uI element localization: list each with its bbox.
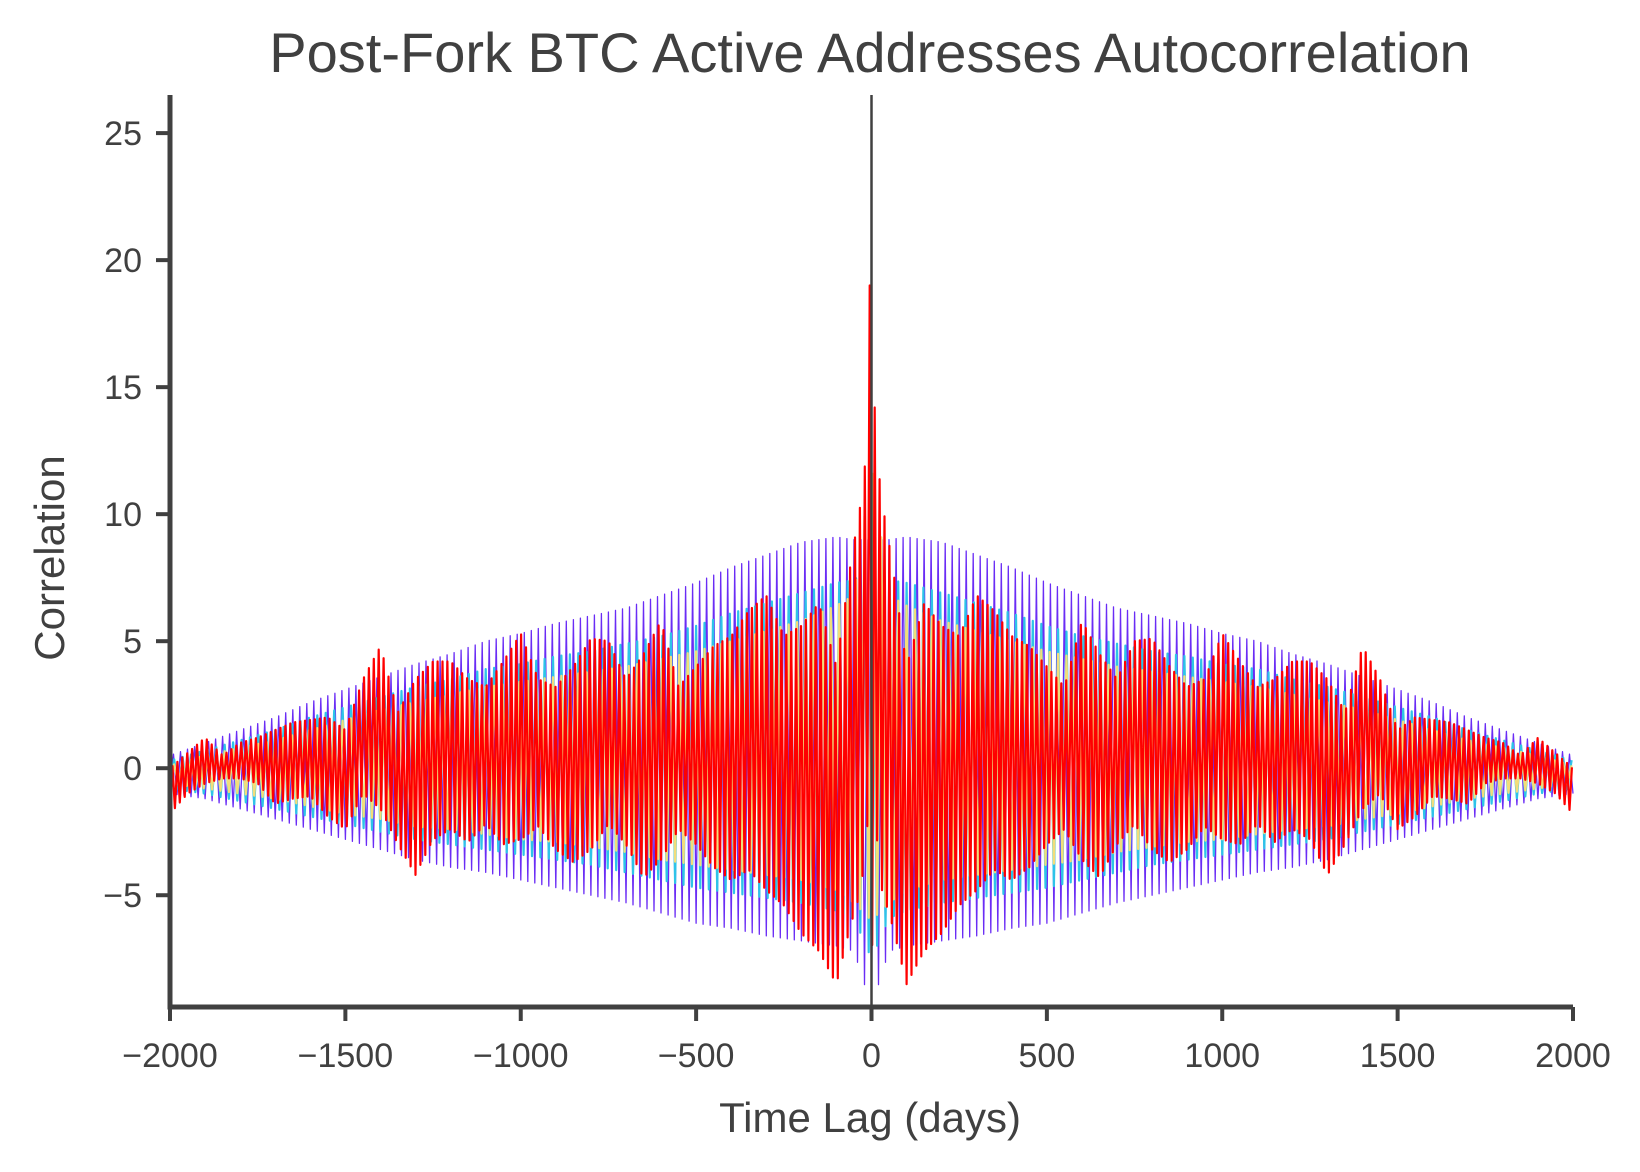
- x-tick-label: −1500: [298, 1037, 394, 1075]
- y-axis-ticks: −5 0 5 10 15 20 25: [103, 115, 170, 915]
- x-axis-ticks: −2000 −1500 −1000 −500 0 500 1000 1500 2000: [122, 1007, 1611, 1075]
- y-tick-label: −5: [103, 877, 142, 915]
- y-tick-label: 25: [104, 115, 142, 153]
- y-tick-label: 5: [123, 623, 142, 661]
- x-tick-label: 1500: [1360, 1037, 1436, 1075]
- x-tick-label: 1000: [1184, 1037, 1260, 1075]
- y-tick-label: 10: [104, 496, 142, 534]
- x-tick-label: 2000: [1535, 1037, 1611, 1075]
- y-tick-label: 0: [123, 750, 142, 788]
- y-tick-label: 20: [104, 242, 142, 280]
- x-axis-label: Time Lag (days): [719, 1094, 1021, 1141]
- x-tick-label: −500: [658, 1037, 735, 1075]
- x-tick-label: −2000: [122, 1037, 218, 1075]
- x-tick-label: 500: [1019, 1037, 1076, 1075]
- x-tick-label: −1000: [473, 1037, 569, 1075]
- y-tick-label: 15: [104, 369, 142, 407]
- x-tick-label: 0: [862, 1037, 881, 1075]
- y-axis-label: Correlation: [26, 455, 73, 660]
- chart-title: Post-Fork BTC Active Addresses Autocorre…: [269, 21, 1470, 84]
